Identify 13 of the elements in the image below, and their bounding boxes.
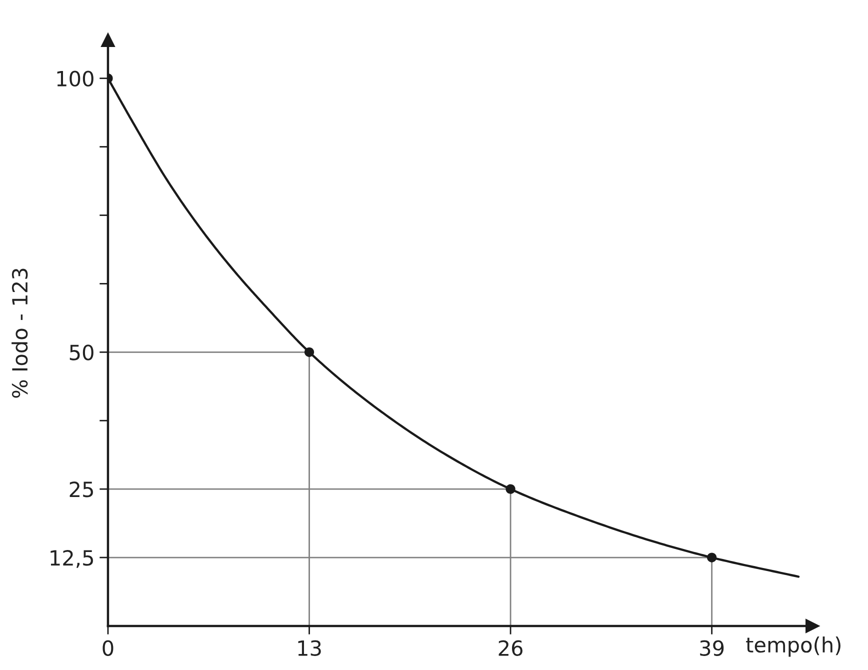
y-tick-label: 12,5 — [50, 550, 93, 568]
x-tick-label: 39 — [700, 640, 724, 656]
y-tick-label: 100 — [57, 70, 94, 87]
y-axis-title: % Iodo - 123 — [12, 268, 28, 398]
point — [506, 484, 516, 494]
x-tick-label: 0 — [102, 640, 114, 656]
point — [304, 347, 314, 357]
y-tick-label: 25 — [70, 482, 93, 498]
x-axis-title: tempo(h) — [746, 636, 840, 657]
point — [707, 552, 717, 562]
y-tick-label: 50 — [70, 344, 94, 360]
x-tick-label: 13 — [298, 640, 321, 656]
x-tick-label: 26 — [498, 640, 522, 656]
